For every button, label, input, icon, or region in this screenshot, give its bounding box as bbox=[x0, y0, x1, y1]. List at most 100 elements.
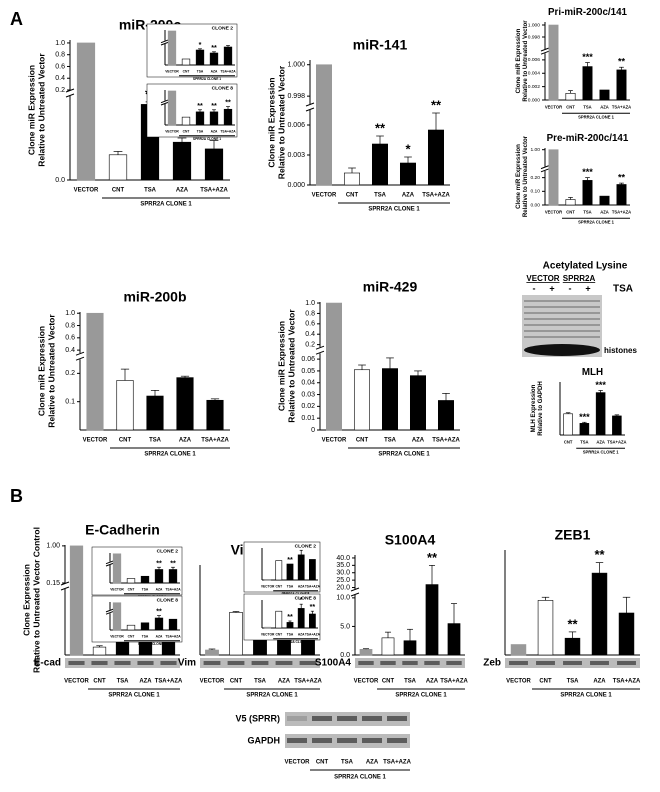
blot-treatment-label: TSA bbox=[613, 284, 633, 295]
bar bbox=[325, 302, 342, 431]
blot-treatment: - bbox=[569, 283, 572, 293]
y-tick-label: 0.03 bbox=[301, 391, 315, 398]
panel-label: A bbox=[10, 9, 23, 29]
y-tick-label: 0.000 bbox=[528, 97, 541, 103]
group-label: SPRR2A CLONE 1 bbox=[395, 693, 447, 699]
y-axis-label: Clone miR Expression bbox=[515, 28, 522, 93]
x-tick-label: AZA bbox=[366, 760, 379, 766]
group-label: SPRR2A CLONE 1 bbox=[144, 452, 196, 458]
x-tick-label: VECTOR bbox=[200, 679, 225, 685]
x-tick-label: TSA bbox=[144, 188, 157, 194]
y-tick-label: 0.004 bbox=[528, 71, 541, 77]
significance: ** bbox=[156, 559, 162, 567]
bar bbox=[579, 423, 590, 436]
bar bbox=[286, 563, 294, 581]
x-tick-label: AZA bbox=[211, 129, 218, 133]
axis-break bbox=[105, 608, 115, 613]
inset-frame bbox=[146, 23, 238, 78]
y-axis-label: Relative to Untreated Vector bbox=[286, 309, 296, 423]
axis-break bbox=[160, 41, 170, 46]
x-tick-label: TSA+AZA bbox=[155, 679, 183, 685]
bar bbox=[399, 162, 416, 186]
blot-band bbox=[312, 716, 332, 721]
chart-title: MLH bbox=[582, 367, 603, 378]
x-tick-label: TSA+AZA bbox=[294, 679, 322, 685]
x-tick-label: AZA bbox=[593, 679, 606, 685]
y-tick-label: 1.0 bbox=[65, 310, 75, 317]
significance: ** bbox=[618, 173, 626, 183]
axis-break bbox=[160, 39, 170, 44]
x-tick-label: TSA+AZA bbox=[612, 210, 631, 215]
bar bbox=[195, 49, 205, 66]
group-label: SPRR2A CLONE 1 bbox=[193, 77, 221, 81]
x-tick-label: VECTOR bbox=[165, 69, 179, 73]
x-tick-label: VECTOR bbox=[64, 679, 89, 685]
axis-break bbox=[75, 356, 85, 361]
bar bbox=[591, 572, 608, 656]
bar bbox=[582, 66, 593, 101]
bar bbox=[595, 392, 606, 436]
x-tick-label: AZA bbox=[211, 69, 218, 73]
bar bbox=[371, 143, 388, 186]
x-tick-label: VECTOR bbox=[322, 438, 347, 444]
y-tick-label: 0.006 bbox=[287, 122, 305, 129]
x-tick-label: TSA bbox=[583, 105, 591, 110]
bar bbox=[565, 93, 576, 101]
y-tick-label: 1.00 bbox=[530, 147, 540, 153]
group-label: SPRR2A CLONE 1 bbox=[193, 137, 221, 141]
blot-band bbox=[362, 738, 382, 743]
group-label: SPRR2A CLONE 1 bbox=[108, 693, 160, 699]
significance: ** bbox=[156, 608, 162, 616]
blot-band bbox=[227, 661, 245, 665]
y-tick-label: 0.04 bbox=[301, 380, 315, 387]
x-tick-label: CNT bbox=[539, 679, 552, 685]
bar bbox=[112, 553, 122, 584]
inset-frame bbox=[146, 83, 238, 138]
bar bbox=[168, 569, 178, 584]
blot-band bbox=[524, 336, 600, 338]
blot-band bbox=[563, 661, 582, 665]
bar bbox=[353, 369, 370, 431]
y-tick-label: 0.06 bbox=[301, 356, 315, 363]
y-tick-label: 0.10 bbox=[530, 189, 540, 195]
inset-title: CLONE 2 bbox=[157, 548, 179, 554]
x-tick-label: CNT bbox=[275, 632, 282, 636]
y-tick-label: 1.0 bbox=[55, 40, 65, 47]
bar bbox=[264, 579, 271, 581]
significance: ** bbox=[197, 102, 203, 110]
y-tick-label: 25.0 bbox=[336, 577, 350, 584]
blot-band bbox=[251, 661, 269, 665]
axis-break bbox=[350, 587, 360, 592]
significance: * bbox=[405, 141, 411, 156]
blot-band bbox=[524, 318, 600, 320]
blot-band bbox=[362, 716, 382, 721]
x-tick-label: AZA bbox=[278, 679, 291, 685]
y-tick-label: 0.05 bbox=[301, 368, 315, 375]
bar bbox=[205, 649, 219, 656]
significance: * bbox=[300, 596, 303, 604]
bar bbox=[167, 90, 177, 126]
blot-treatment: + bbox=[549, 283, 554, 293]
blot-band bbox=[68, 661, 85, 665]
x-tick-label: VECTOR bbox=[110, 634, 124, 638]
y-axis-label: Relative to Untreated Vector bbox=[522, 20, 529, 102]
blot-treatment: - bbox=[533, 283, 536, 293]
x-tick-label: CNT bbox=[128, 634, 135, 638]
chart-title: Pri-miR-200c/141 bbox=[548, 7, 628, 18]
y-tick-label: 0.0 bbox=[55, 177, 65, 184]
x-tick-label: TSA bbox=[254, 679, 267, 685]
x-tick-label: CNT bbox=[346, 193, 359, 199]
bar bbox=[264, 626, 271, 629]
blot-band bbox=[524, 312, 600, 314]
blot-band bbox=[380, 661, 396, 665]
blot-band bbox=[203, 661, 221, 665]
x-tick-label: TSA+AZA bbox=[422, 193, 450, 199]
bar bbox=[229, 612, 243, 656]
bar bbox=[381, 368, 398, 431]
blot-band bbox=[137, 661, 154, 665]
significance: *** bbox=[582, 52, 593, 62]
chart-title: miR-200b bbox=[123, 289, 186, 305]
blot-band bbox=[287, 738, 307, 743]
y-tick-label: 0.998 bbox=[528, 34, 541, 40]
bar bbox=[176, 377, 194, 431]
